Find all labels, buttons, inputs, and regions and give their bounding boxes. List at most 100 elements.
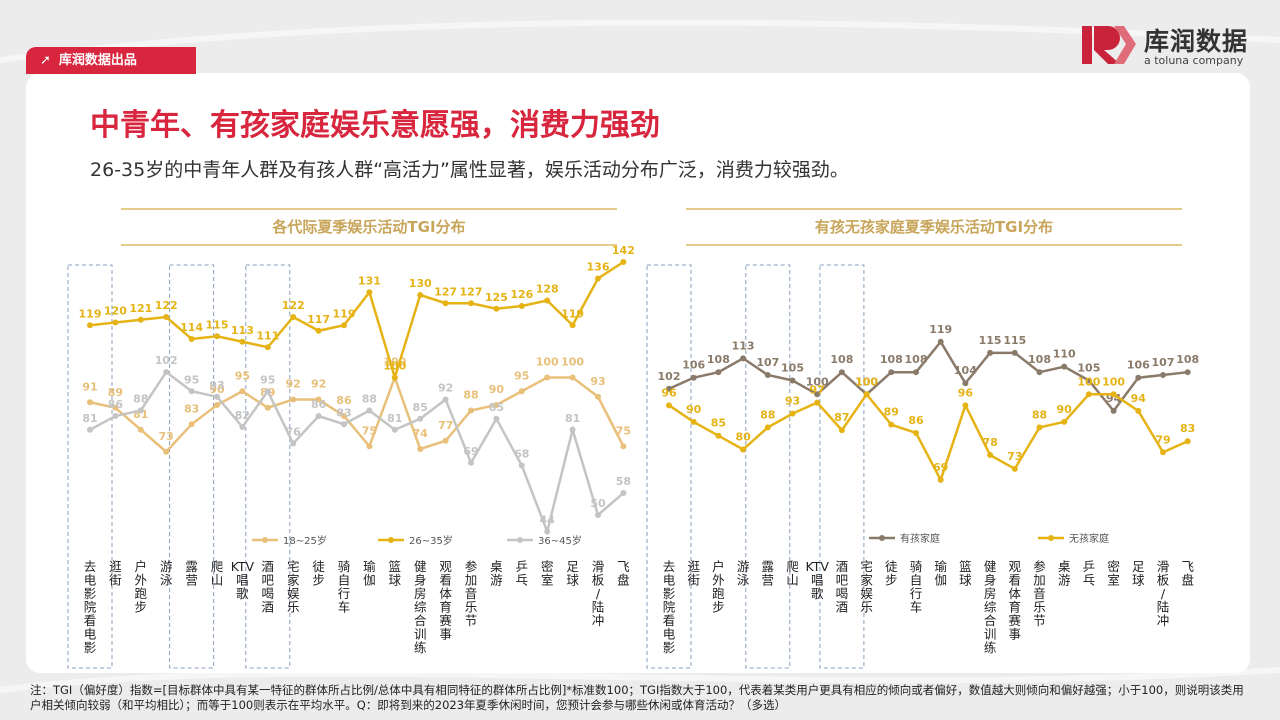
data-point: [1160, 371, 1166, 378]
data-label: 94: [1131, 392, 1147, 405]
category-label: 爬山: [211, 559, 224, 588]
data-point: [264, 404, 271, 411]
data-point: [789, 410, 796, 417]
company-logo: 库润数据 a toluna company: [1080, 20, 1255, 70]
data-point: [620, 443, 627, 450]
category-label: 乒乓: [1083, 559, 1096, 588]
data-label: 107: [756, 356, 779, 369]
chart1-title: 各代际夏季娱乐活动TGI分布: [121, 208, 617, 246]
data-point: [391, 374, 398, 381]
data-label: 128: [536, 283, 559, 296]
data-point: [814, 399, 821, 406]
data-label: 74: [413, 427, 429, 440]
data-point: [1160, 449, 1166, 456]
data-point: [1184, 369, 1191, 376]
data-label: 108: [830, 353, 853, 366]
data-label: 86: [311, 398, 327, 411]
data-point: [838, 369, 845, 376]
data-point: [239, 338, 246, 345]
data-point: [595, 275, 601, 282]
data-point: [764, 424, 771, 431]
data-label: 100: [806, 375, 829, 388]
data-label: 106: [1127, 359, 1150, 372]
data-label: 68: [514, 448, 529, 461]
series-line: [668, 392, 1189, 484]
data-label: 127: [434, 285, 457, 298]
category-label: 飞盘: [1181, 559, 1194, 588]
category-label: 参加音乐节: [465, 559, 478, 628]
data-point: [569, 426, 576, 433]
data-label: 107: [1152, 356, 1175, 369]
data-point: [290, 314, 297, 320]
data-point: [366, 407, 373, 414]
data-label: 115: [979, 334, 1002, 347]
data-label: 89: [108, 386, 123, 399]
data-label: 130: [409, 277, 432, 290]
data-point: [569, 322, 576, 329]
category-label: 户外跑步: [135, 559, 148, 615]
highlight-box: [169, 264, 215, 669]
data-point: [214, 333, 220, 340]
data-label: 119: [79, 307, 102, 320]
legend-label: 18~25岁: [283, 534, 327, 547]
data-point: [442, 396, 449, 403]
highlight-box: [245, 264, 291, 669]
data-label: 120: [104, 305, 127, 318]
data-label: 80: [735, 431, 751, 444]
data-label: 50: [590, 497, 606, 510]
category-label: 逛街: [687, 559, 700, 588]
data-point: [620, 490, 627, 496]
category-label: KTV 唱歌: [231, 559, 255, 601]
data-point: [163, 369, 170, 375]
category-label: 桌游: [1058, 559, 1071, 588]
data-label: 97: [810, 384, 825, 397]
data-point: [112, 319, 119, 326]
data-label: 131: [358, 274, 381, 287]
category-label: 滑板/陆冲: [592, 559, 605, 628]
highlight-box: [745, 264, 791, 669]
data-point: [569, 374, 576, 381]
legend-marker: [879, 535, 885, 541]
data-label: 81: [387, 412, 402, 425]
data-label: 100: [1102, 375, 1125, 388]
data-label: 88: [133, 393, 148, 406]
data-point: [417, 292, 424, 298]
data-label: 85: [711, 417, 726, 430]
category-label: 健身房综合训练: [414, 559, 427, 655]
logo-subtitle: a toluna company: [1144, 54, 1244, 67]
data-label: 91: [82, 380, 97, 393]
data-point: [962, 380, 969, 387]
data-label: 86: [336, 394, 352, 407]
data-point: [913, 429, 919, 436]
data-point: [740, 446, 747, 453]
category-label: 露营: [185, 559, 198, 588]
data-label: 85: [489, 401, 504, 414]
data-label: 119: [929, 323, 952, 336]
data-label: 92: [286, 378, 301, 391]
data-point: [239, 424, 246, 430]
category-label: 宅家娱乐: [860, 559, 873, 615]
data-label: 83: [184, 402, 199, 415]
footnote: 注：TGI（偏好度）指数=[目标群体中具有某一特征的群体所占比例/总体中具有相同…: [30, 683, 1244, 712]
data-point: [493, 402, 500, 408]
data-point: [264, 388, 271, 395]
data-label: 105: [781, 361, 804, 374]
data-label: 100: [1077, 375, 1100, 388]
data-point: [468, 407, 474, 414]
legend-marker: [262, 537, 268, 543]
data-label: 75: [616, 424, 631, 437]
data-point: [544, 374, 551, 381]
brand-tag-label: 库润数据出品: [58, 53, 137, 68]
data-label: 93: [785, 395, 800, 408]
logo-name: 库润数据: [1144, 27, 1249, 56]
category-label: KTV 唱歌: [805, 559, 829, 601]
data-point: [366, 289, 373, 296]
data-point: [518, 303, 525, 309]
brand-tag: ➚ 库润数据出品: [26, 47, 196, 74]
legend-label: 无孩家庭: [1069, 532, 1109, 545]
data-point: [468, 300, 474, 307]
data-point: [341, 421, 347, 428]
data-label: 93: [590, 375, 605, 388]
